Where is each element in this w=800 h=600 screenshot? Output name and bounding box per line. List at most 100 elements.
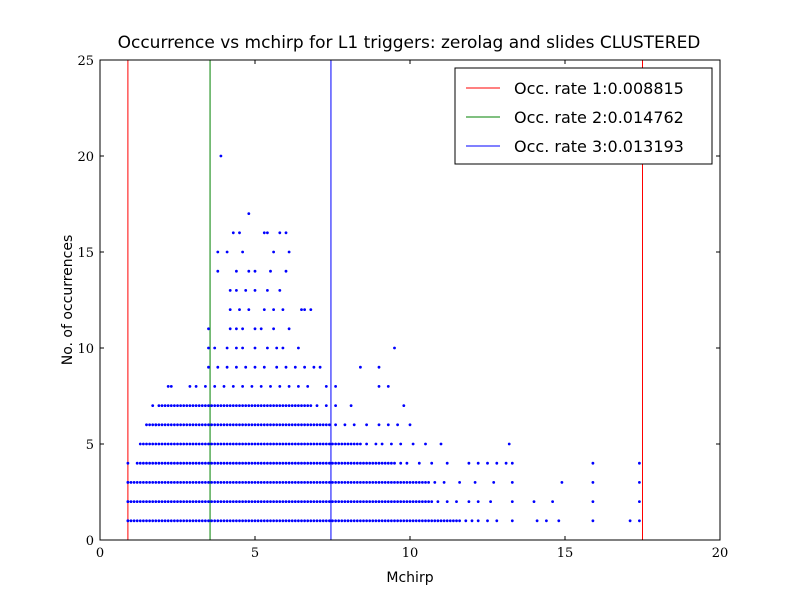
data-point — [222, 481, 226, 484]
data-point — [151, 481, 155, 484]
data-point — [231, 500, 235, 503]
data-point — [166, 500, 170, 503]
data-point — [284, 519, 288, 523]
data-point — [219, 500, 223, 503]
data-point — [362, 500, 365, 503]
data-point — [300, 519, 303, 523]
data-point — [235, 481, 238, 484]
data-point — [424, 519, 427, 523]
data-point — [160, 500, 164, 503]
data-point — [194, 423, 198, 427]
x-tick-label: 5 — [251, 546, 259, 561]
data-point — [188, 481, 192, 484]
data-point — [126, 519, 130, 523]
data-point — [191, 519, 195, 523]
y-tick-label: 15 — [77, 246, 94, 261]
data-point — [132, 481, 136, 484]
data-point — [235, 269, 238, 273]
data-point — [368, 500, 372, 503]
data-point — [408, 519, 412, 523]
data-point — [476, 519, 480, 523]
data-point — [405, 461, 409, 465]
data-point — [417, 481, 421, 484]
data-point — [179, 423, 183, 427]
data-point — [169, 500, 173, 503]
data-point — [194, 442, 198, 446]
data-point — [393, 519, 396, 523]
data-point — [411, 481, 415, 484]
data-point — [231, 423, 235, 427]
data-point — [315, 500, 319, 503]
x-tick-label: 10 — [402, 546, 419, 561]
data-point — [495, 461, 499, 465]
data-point — [200, 442, 204, 446]
data-point — [129, 500, 133, 503]
data-point — [194, 461, 198, 465]
data-point — [334, 481, 337, 484]
data-point — [628, 519, 632, 523]
data-point — [228, 500, 232, 503]
data-point — [269, 461, 272, 465]
data-point — [145, 500, 148, 503]
data-point — [142, 442, 145, 446]
data-point — [355, 481, 359, 484]
data-point — [219, 481, 223, 484]
data-point — [213, 404, 217, 407]
data-point — [306, 519, 310, 523]
data-point — [293, 519, 297, 523]
data-point — [179, 500, 183, 503]
data-point — [253, 327, 257, 331]
data-point — [473, 481, 477, 484]
data-point — [228, 404, 232, 407]
data-point — [306, 442, 310, 446]
data-point — [204, 385, 207, 388]
data-point — [216, 481, 220, 484]
data-point — [315, 442, 319, 446]
data-point — [204, 404, 207, 407]
data-point — [324, 500, 328, 503]
data-point — [244, 461, 248, 465]
data-point — [138, 500, 142, 503]
data-point — [241, 461, 245, 465]
data-point — [256, 404, 260, 407]
data-point — [269, 442, 272, 446]
data-point — [269, 519, 272, 523]
data-point — [346, 519, 350, 523]
data-point — [272, 308, 275, 311]
data-point — [247, 500, 251, 503]
data-point — [365, 481, 368, 484]
data-point — [300, 461, 303, 465]
data-point — [256, 442, 260, 446]
data-point — [197, 461, 201, 465]
data-point — [448, 519, 452, 523]
data-point — [210, 481, 214, 484]
data-point — [166, 519, 170, 523]
data-point — [414, 500, 418, 503]
data-point — [337, 461, 341, 465]
data-point — [303, 365, 306, 369]
data-point — [365, 519, 368, 523]
data-point — [163, 500, 167, 503]
data-point — [231, 481, 235, 484]
data-point — [281, 442, 285, 446]
data-point — [148, 423, 152, 427]
data-point — [225, 442, 229, 446]
data-point — [278, 461, 282, 465]
data-point — [241, 423, 245, 427]
data-point — [269, 385, 272, 388]
data-point — [185, 461, 189, 465]
data-point — [185, 481, 189, 484]
data-point — [145, 461, 148, 465]
data-point — [241, 327, 245, 331]
data-point — [318, 365, 322, 369]
x-tick-label: 0 — [96, 546, 104, 561]
data-point — [334, 423, 337, 427]
data-point — [142, 500, 145, 503]
data-point — [262, 365, 266, 369]
data-point — [405, 481, 409, 484]
data-point — [154, 442, 158, 446]
data-point — [179, 461, 183, 465]
data-point — [452, 519, 455, 523]
data-point — [278, 385, 282, 388]
data-point — [458, 481, 461, 484]
